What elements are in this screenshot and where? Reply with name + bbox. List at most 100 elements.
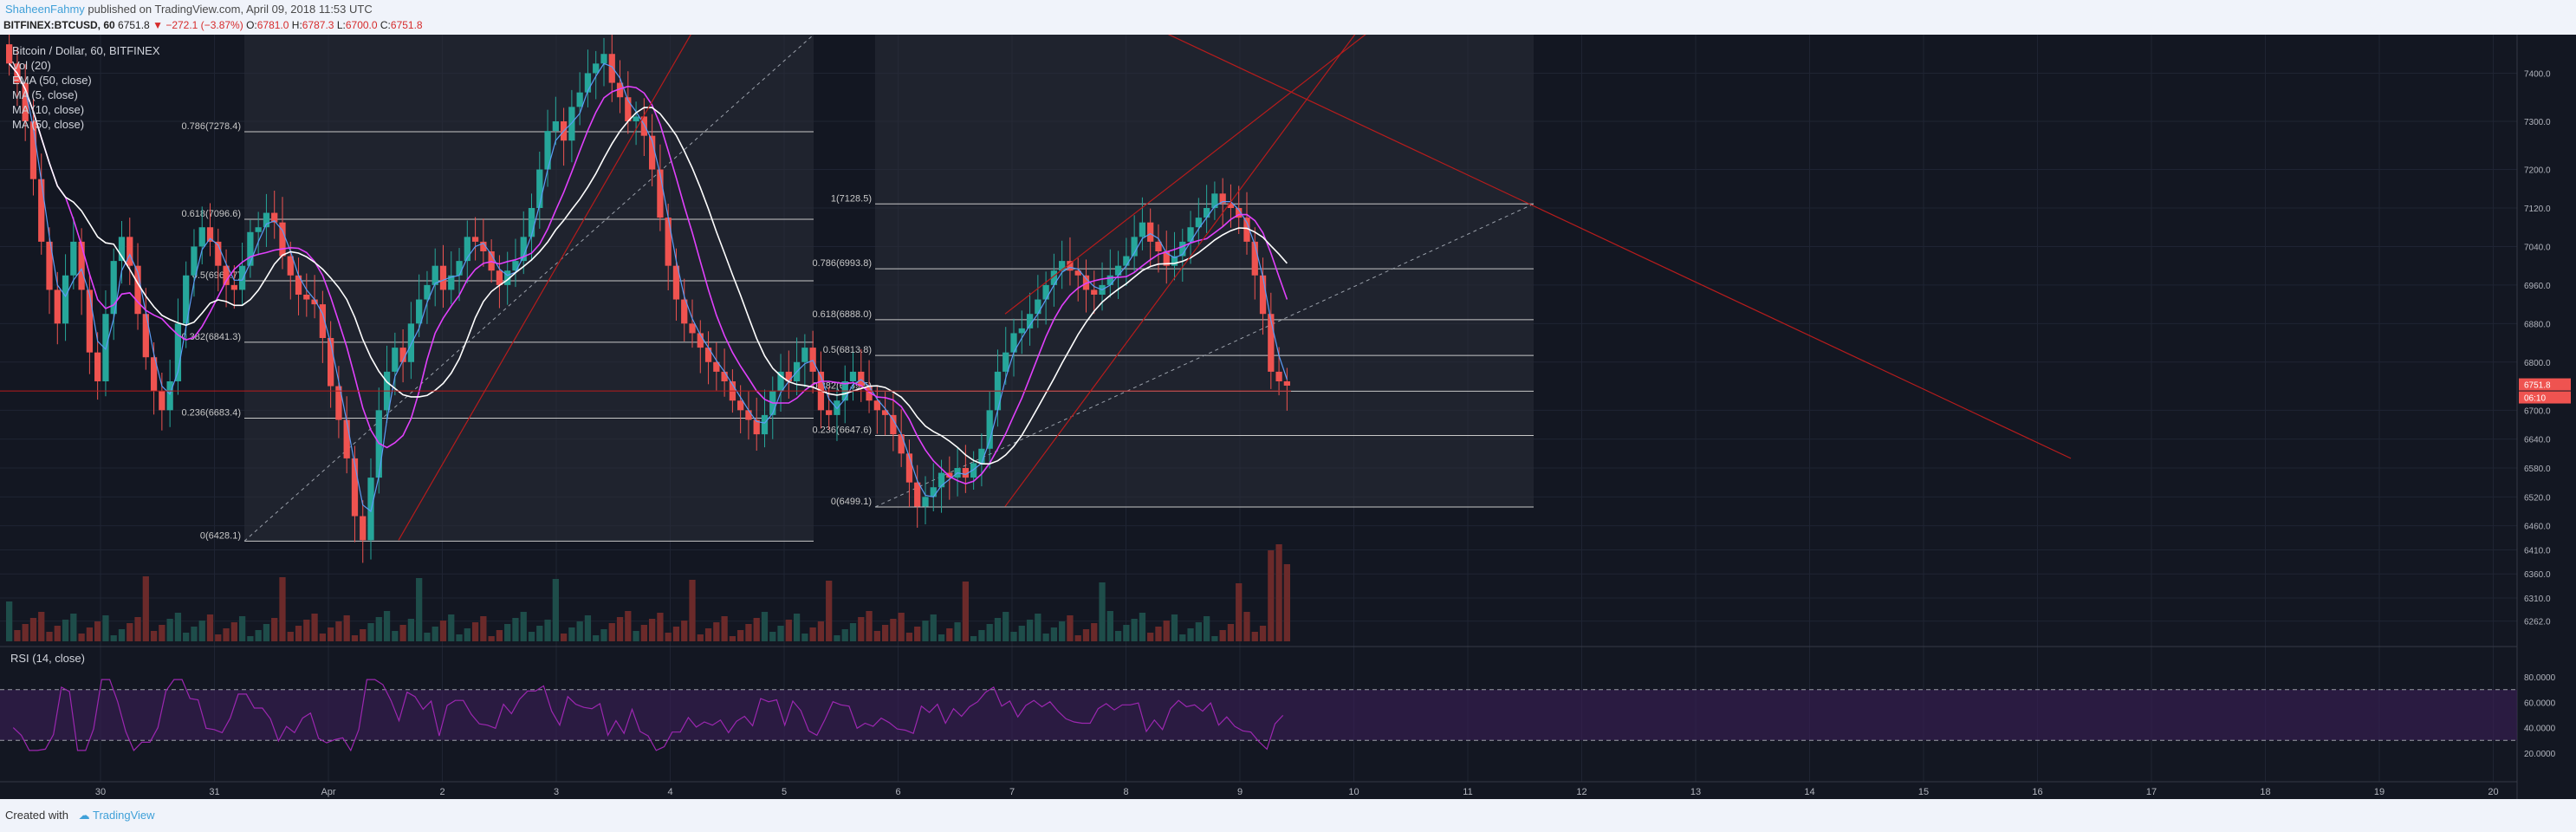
time-tick-label: 13 <box>1690 787 1701 797</box>
fib-trend-dashed <box>243 34 814 542</box>
candle-body <box>1283 381 1290 386</box>
volume-bar <box>424 633 431 641</box>
rsi-tick-label: 40.0000 <box>2524 725 2556 734</box>
volume-bar <box>954 622 961 641</box>
fib-level-label: 0.382(6841.3) <box>182 332 242 342</box>
volume-bar <box>681 621 688 641</box>
created-with: Created with <box>5 809 68 822</box>
volume-bar <box>360 629 367 641</box>
candle-body <box>392 348 399 372</box>
fib-level-label: 0.236(6683.4) <box>182 408 242 419</box>
chart-svg[interactable]: 7400.07300.07200.07120.07040.06960.06880… <box>0 0 2576 799</box>
o-label: O: <box>246 19 257 31</box>
volume-bar <box>704 628 712 641</box>
volume-bar <box>665 633 672 641</box>
time-tick-label: 18 <box>2260 787 2270 797</box>
candle-body <box>536 169 543 208</box>
tradingview-link[interactable]: TradingView <box>93 809 155 822</box>
tradingview-logo-icon: ☁ <box>78 809 90 822</box>
volume-bar <box>287 632 294 641</box>
volume-bar <box>206 614 214 641</box>
candle-body <box>721 371 728 381</box>
volume-bar <box>777 626 784 641</box>
candle-body <box>159 391 165 411</box>
volume-bar <box>22 624 29 641</box>
legend-ma50[interactable]: MA (50, close) <box>12 118 85 131</box>
candle-body <box>584 73 592 93</box>
volume-bar <box>118 629 126 641</box>
candle-body <box>271 212 278 223</box>
price-tick-label: 6360.0 <box>2524 570 2551 580</box>
chart-area[interactable]: 7400.0 7300.0 7200.0 7120.0 7040.0 6960.0 6880… <box>0 0 2576 799</box>
legend-ema[interactable]: EMA (50, close) <box>12 74 92 87</box>
candle-body <box>247 231 254 266</box>
candle-body <box>849 371 857 381</box>
fib-level-label: 0.236(6647.6) <box>813 425 873 435</box>
volume-bar <box>54 626 61 641</box>
volume-bar <box>134 617 141 641</box>
volume-bar <box>576 621 583 641</box>
author-link[interactable]: ShaheenFahmy <box>5 3 85 16</box>
volume-bar <box>1074 635 1081 641</box>
candle-body <box>970 463 977 478</box>
candle-body <box>480 241 487 251</box>
volume-bar <box>593 635 600 641</box>
candle-body <box>142 314 149 358</box>
price-badge-label: 6751.8 <box>2524 381 2551 391</box>
volume-bar <box>223 628 230 641</box>
rsi-tick-label: 60.0000 <box>2524 699 2556 708</box>
volume-bar <box>1179 634 1186 641</box>
volume-bar <box>238 616 246 641</box>
legend-ma10[interactable]: MA (10, close) <box>12 103 85 116</box>
candle-body <box>689 323 696 334</box>
candle-body <box>704 348 712 362</box>
time-tick-label: 31 <box>209 787 219 797</box>
volume-bar <box>70 614 77 641</box>
candle-body <box>713 361 720 372</box>
candle-body <box>255 227 262 232</box>
volume-bar <box>1268 550 1275 641</box>
candle-body <box>512 261 519 271</box>
candle-body <box>986 410 993 449</box>
price-tick-label: 6580.0 <box>2524 465 2551 474</box>
volume-bar <box>439 621 447 641</box>
candle-body <box>407 323 415 362</box>
candle-body <box>1074 270 1081 276</box>
candle-body <box>761 414 769 435</box>
volume-bar <box>584 615 592 641</box>
volume-bar <box>1203 616 1210 641</box>
candle-body <box>295 275 302 295</box>
volume-bar <box>881 625 889 641</box>
candle-body <box>399 348 406 362</box>
volume-bar <box>689 580 696 641</box>
volume-bar <box>183 633 190 641</box>
volume-bar <box>215 634 222 641</box>
legend-ma5[interactable]: MA (5, close) <box>12 88 78 101</box>
candle-body <box>424 284 431 300</box>
candle-body <box>625 97 632 121</box>
volume-bar <box>1042 634 1049 641</box>
time-tick-label: 15 <box>1918 787 1929 797</box>
candle-body <box>890 414 897 435</box>
candle-body <box>905 453 913 483</box>
volume-bar <box>640 625 647 641</box>
ma10-line <box>8 62 1288 484</box>
candle-body <box>1195 218 1202 228</box>
candle-body <box>528 208 535 237</box>
legend-vol[interactable]: Vol (20) <box>12 59 51 72</box>
volume-bar <box>351 635 359 641</box>
candle-body <box>938 472 945 488</box>
time-tick-label: 30 <box>95 787 106 797</box>
volume-bar <box>560 634 568 641</box>
candle-body <box>1026 314 1034 328</box>
time-tick-label: 4 <box>667 787 672 797</box>
price-tick-label: 7300.0 <box>2524 118 2551 127</box>
trend-line-resistance <box>1093 0 2072 459</box>
down-arrow-icon: ▼ <box>152 19 163 31</box>
volume-bar <box>697 634 704 641</box>
volume-bar <box>1195 622 1202 641</box>
time-tick-label: 8 <box>1123 787 1128 797</box>
candle-body <box>568 107 575 141</box>
symbol: BITFINEX:BTCUSD, 60 <box>3 19 115 31</box>
volume-bar <box>230 622 237 641</box>
